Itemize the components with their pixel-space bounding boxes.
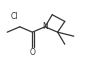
Text: Cl: Cl [11, 12, 18, 21]
Text: O: O [29, 48, 35, 57]
Text: N: N [42, 22, 48, 31]
